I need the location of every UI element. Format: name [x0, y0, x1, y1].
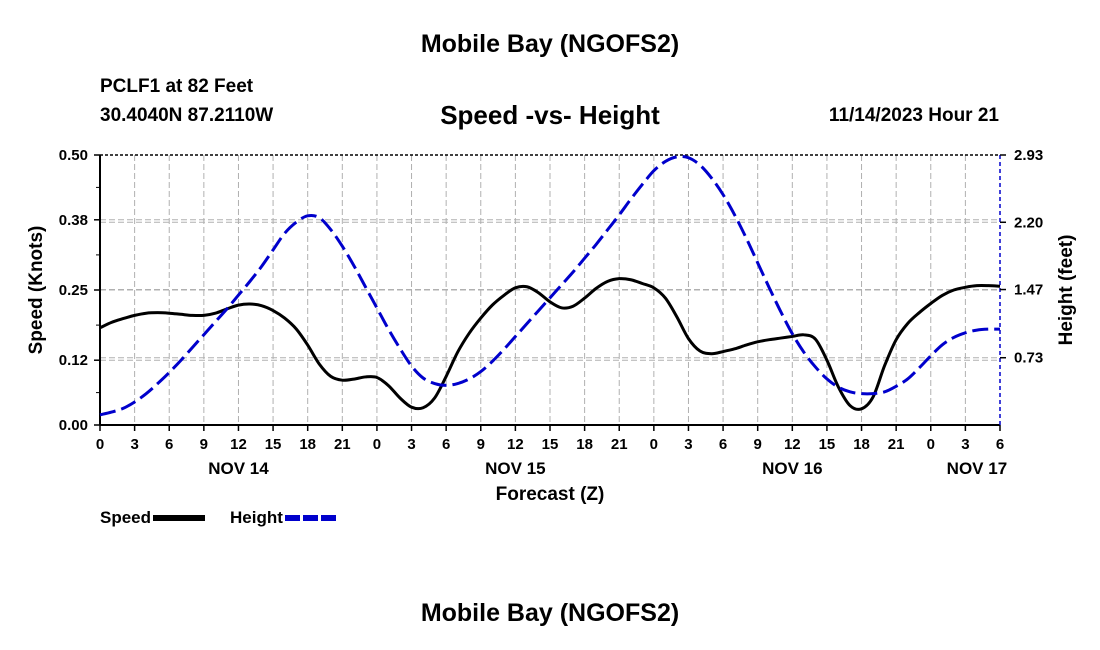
x-tick-label: 12 — [784, 436, 801, 453]
x-axis-title: Forecast (Z) — [496, 484, 605, 505]
footer-title: Mobile Bay (NGOFS2) — [420, 599, 680, 627]
y-tick-label: 0.25 — [59, 282, 88, 299]
legend-item-height: Height — [230, 508, 337, 528]
y-tick-label: 0.38 — [59, 212, 88, 229]
x-tick-label: 21 — [888, 436, 905, 453]
x-tick-label: 0 — [96, 436, 104, 453]
x-day-label: NOV 15 — [485, 459, 545, 478]
legend-swatch-height — [284, 515, 337, 521]
x-tick-label: 21 — [611, 436, 628, 453]
legend-label-speed: Speed — [100, 508, 152, 527]
x-tick-label: 12 — [230, 436, 247, 453]
y2-axis-title: Height (feet) — [1056, 235, 1077, 346]
x-tick-label: 15 — [265, 436, 282, 453]
x-tick-label: 15 — [542, 436, 559, 453]
x-day-label: NOV 14 — [208, 459, 269, 478]
x-tick-label: 0 — [650, 436, 658, 453]
series-line-speed — [99, 277, 1001, 411]
x-tick-label: 6 — [996, 436, 1004, 453]
y2-tick-label: 2.20 — [1014, 214, 1043, 231]
legend-label-height: Height — [230, 508, 283, 527]
x-tick-label: 3 — [684, 436, 692, 453]
legend-swatch-speed — [153, 515, 206, 521]
x-tick-label: 18 — [853, 436, 870, 453]
x-tick-label: 9 — [200, 436, 208, 453]
x-tick-label: 3 — [407, 436, 415, 453]
station-coordinates: 30.4040N 87.2110W — [100, 105, 274, 126]
y2-tick-label: 1.47 — [1014, 282, 1043, 299]
chart-subtitle: Speed -vs- Height — [440, 100, 660, 130]
x-tick-label: 6 — [719, 436, 727, 453]
x-tick-label: 6 — [165, 436, 173, 453]
y-tick-label: 0.50 — [59, 147, 88, 164]
x-tick-label: 18 — [576, 436, 593, 453]
y-tick-label: 0.12 — [59, 352, 88, 369]
x-tick-label: 12 — [507, 436, 524, 453]
x-tick-label: 6 — [442, 436, 450, 453]
x-tick-label: 21 — [334, 436, 351, 453]
x-tick-label: 0 — [373, 436, 381, 453]
x-tick-label: 0 — [927, 436, 935, 453]
x-tick-label: 18 — [299, 436, 316, 453]
x-tick-label: 9 — [754, 436, 762, 453]
chart-title: Mobile Bay (NGOFS2) — [420, 30, 680, 58]
x-tick-label: 3 — [961, 436, 969, 453]
legend-item-speed: Speed — [100, 508, 206, 528]
forecast-datetime: 11/14/2023 Hour 21 — [828, 105, 999, 126]
x-tick-label: 15 — [819, 436, 836, 453]
x-day-label: NOV 17 — [947, 459, 1007, 478]
y-tick-label: 0.00 — [59, 417, 88, 434]
series-line-height — [99, 154, 1001, 417]
station-label: PCLF1 at 82 Feet — [100, 76, 254, 97]
x-tick-label: 3 — [130, 436, 138, 453]
x-day-label: NOV 16 — [762, 459, 822, 478]
y2-tick-label: 0.73 — [1014, 350, 1043, 367]
y-axis-title: Speed (Knots) — [26, 226, 47, 355]
x-tick-label: 9 — [477, 436, 485, 453]
y2-tick-label: 2.93 — [1014, 147, 1043, 164]
